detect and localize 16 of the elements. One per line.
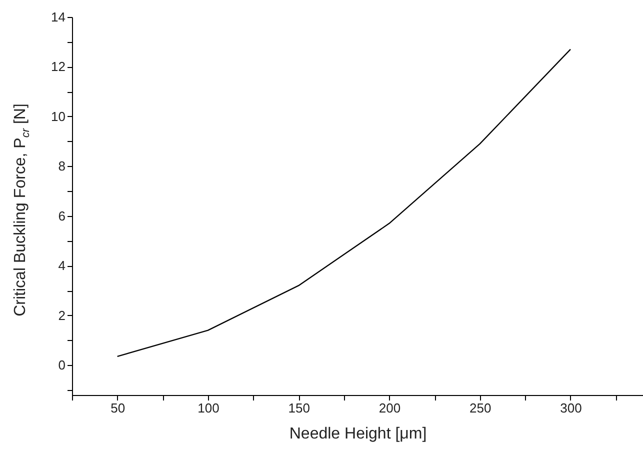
x-tick-label: 250 xyxy=(470,400,492,416)
line-series xyxy=(116,48,572,358)
y-tick-label: 2 xyxy=(58,308,66,323)
x-tick-label: 300 xyxy=(560,400,582,416)
x-tick-label: 100 xyxy=(198,400,220,416)
y-tick-label: 14 xyxy=(51,10,66,24)
x-tick-label: 200 xyxy=(378,400,401,416)
y-tick-label: 10 xyxy=(51,108,66,124)
y-tick-label: 4 xyxy=(58,258,66,274)
x-axis-title: Needle Height [μm] xyxy=(289,426,427,442)
y-tick-label: 0 xyxy=(58,358,66,373)
x-tick-label: 150 xyxy=(288,400,310,416)
y-tick-label: 6 xyxy=(58,208,66,224)
x-tick-label: 50 xyxy=(110,400,126,416)
y-tick-label: 8 xyxy=(58,158,66,174)
y-tick-label: 12 xyxy=(51,59,66,74)
